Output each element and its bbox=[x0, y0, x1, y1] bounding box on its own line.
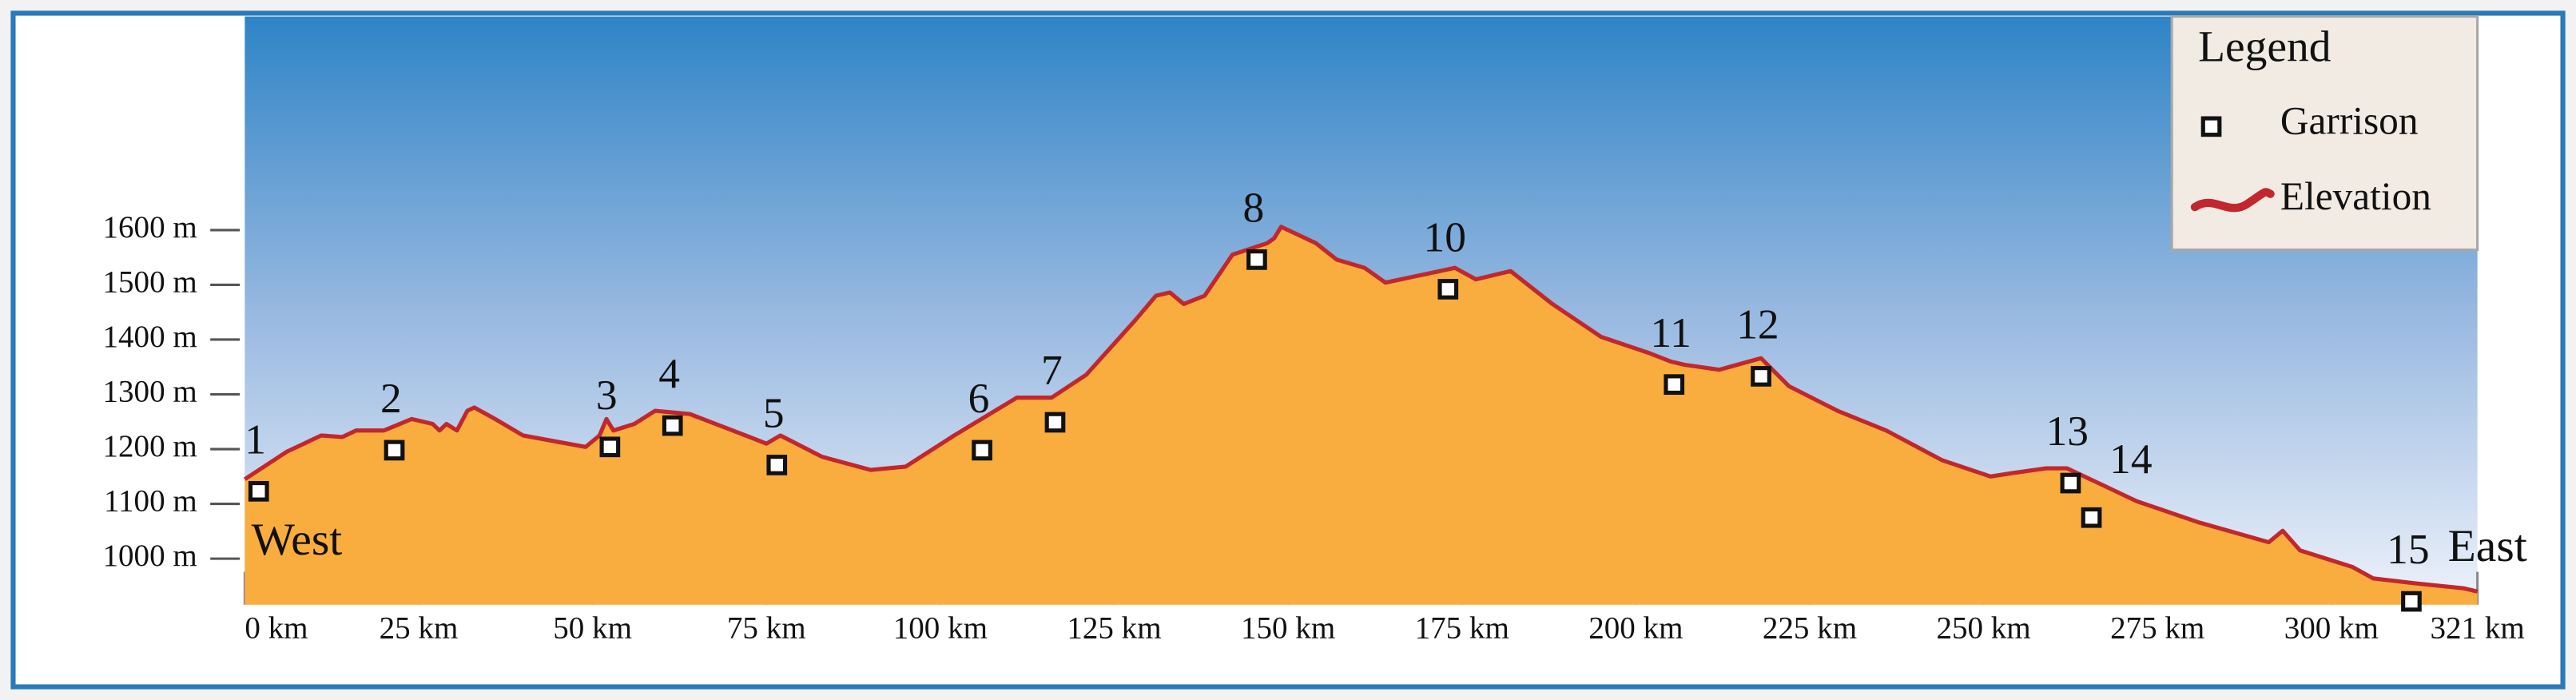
garrison-label: 6 bbox=[968, 374, 990, 422]
y-tick-label: 1400 m bbox=[103, 320, 197, 354]
x-tick-label: 275 km bbox=[2110, 611, 2204, 646]
garrison-marker bbox=[972, 439, 992, 461]
x-tick-label: 0 km bbox=[244, 611, 308, 646]
garrison-label: 4 bbox=[658, 349, 680, 397]
garrison-label: 11 bbox=[1650, 308, 1691, 356]
elevation-line bbox=[243, 225, 2479, 594]
legend-box bbox=[2170, 15, 2479, 252]
annotation-west: West bbox=[252, 515, 343, 565]
garrison-marker bbox=[599, 436, 621, 458]
legend-label: Garrison bbox=[2280, 99, 2419, 143]
garrison-marker bbox=[1751, 366, 1771, 387]
garrison-label: 15 bbox=[2387, 525, 2429, 573]
garrison-marker bbox=[2401, 591, 2422, 612]
garrison-label: 14 bbox=[2109, 435, 2152, 483]
garrison-label: 3 bbox=[596, 371, 618, 419]
legend: Legend Garrison Elevation bbox=[2170, 15, 2479, 252]
legend-label: Elevation bbox=[2280, 174, 2431, 218]
legend-garrison-symbol bbox=[2200, 116, 2222, 137]
garrison-marker bbox=[1437, 279, 1459, 300]
y-tick-label: 1000 m bbox=[103, 539, 197, 573]
garrison-marker bbox=[384, 439, 405, 461]
x-tick-label: 225 km bbox=[1763, 611, 1857, 646]
x-tick-label: 125 km bbox=[1067, 611, 1161, 646]
garrison-label: 2 bbox=[380, 374, 402, 422]
garrison-label: 13 bbox=[2046, 407, 2089, 455]
x-tick-label: 321 km bbox=[2431, 611, 2525, 646]
garrison-label: 10 bbox=[1423, 213, 1465, 261]
y-tick-label: 1300 m bbox=[103, 374, 197, 408]
x-tick-label: 25 km bbox=[380, 611, 459, 646]
garrison-marker bbox=[1246, 249, 1267, 270]
garrison-marker bbox=[662, 415, 683, 436]
x-tick-label: 50 km bbox=[553, 611, 632, 646]
legend-elevation-symbol bbox=[2190, 188, 2275, 213]
y-tick-label: 1100 m bbox=[104, 484, 197, 519]
garrison-label: 8 bbox=[1242, 184, 1264, 232]
x-tick-label: 175 km bbox=[1415, 611, 1509, 646]
garrison-marker bbox=[766, 455, 788, 475]
plot-area bbox=[243, 225, 2479, 605]
garrison-label: 7 bbox=[1041, 346, 1063, 394]
annotation-east: East bbox=[2448, 521, 2527, 571]
y-tick-label: 1600 m bbox=[103, 210, 197, 245]
garrison-marker bbox=[2060, 472, 2081, 494]
elevation-area bbox=[244, 226, 2478, 605]
x-tick-label: 75 km bbox=[727, 611, 806, 646]
x-tick-label: 250 km bbox=[1936, 611, 2030, 646]
garrison-label: 5 bbox=[763, 389, 785, 437]
x-tick-label: 200 km bbox=[1588, 611, 1683, 646]
legend-title: Legend bbox=[2198, 23, 2332, 72]
garrison-label: 1 bbox=[244, 415, 266, 463]
garrison-marker bbox=[1044, 412, 1066, 433]
x-tick-label: 150 km bbox=[1241, 611, 1335, 646]
garrison-marker bbox=[248, 480, 269, 502]
y-tick-label: 1500 m bbox=[103, 264, 197, 299]
garrison-marker bbox=[1664, 374, 1685, 396]
x-tick-label: 300 km bbox=[2284, 611, 2379, 646]
garrison-label: 12 bbox=[1736, 300, 1779, 348]
garrison-marker bbox=[2081, 507, 2102, 528]
x-tick-label: 100 km bbox=[893, 611, 988, 646]
y-tick-label: 1200 m bbox=[103, 429, 197, 463]
